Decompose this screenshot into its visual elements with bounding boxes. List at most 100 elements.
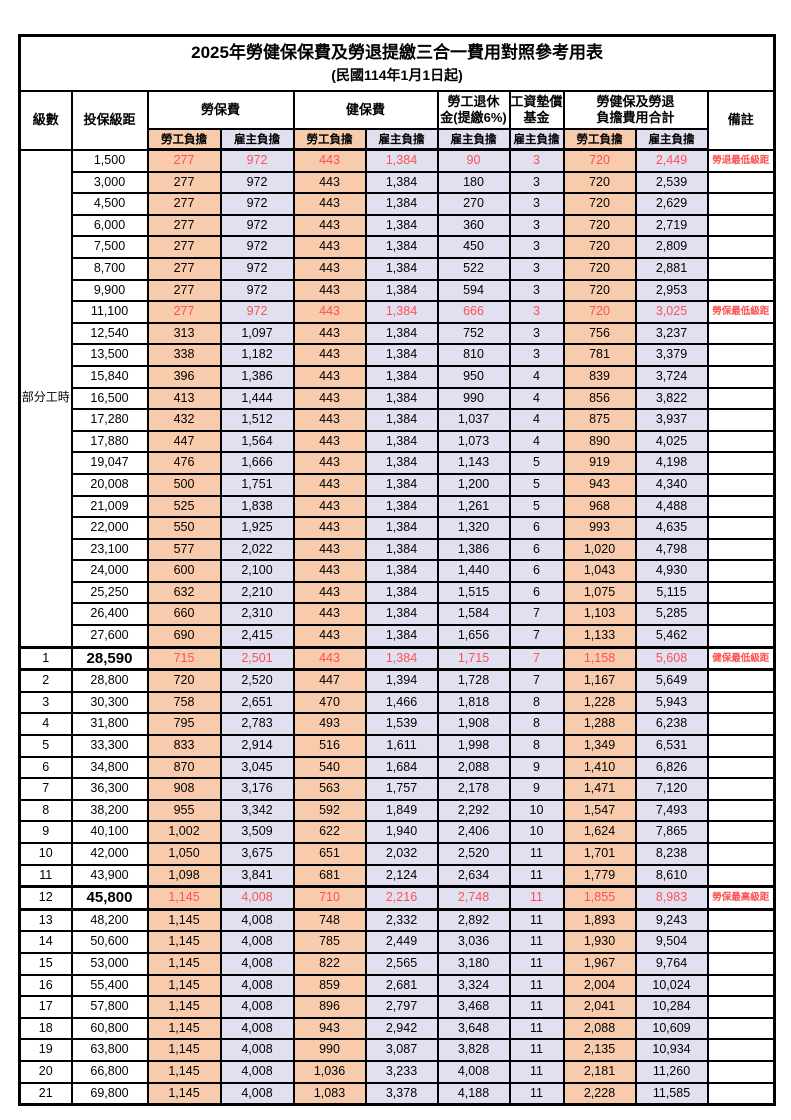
cell-labor-employer: 1,386 bbox=[219, 364, 295, 389]
cell-level: 18 bbox=[18, 1016, 73, 1041]
cell-labor-employee: 1,145 bbox=[146, 908, 222, 933]
cell-level: 7 bbox=[18, 777, 73, 801]
cell-labor-employee: 577 bbox=[146, 537, 222, 562]
cell-health-employer: 1,394 bbox=[364, 668, 439, 693]
cell-bracket: 9,900 bbox=[70, 278, 149, 303]
cell-remark bbox=[706, 516, 776, 540]
cell-labor-employer: 2,210 bbox=[219, 580, 295, 605]
subheader-health-employee: 勞工負擔 bbox=[292, 128, 367, 151]
cell-bracket: 21,009 bbox=[70, 494, 149, 519]
table-row: 15,840 396 1,386 443 1,384 950 4 839 3,7… bbox=[20, 364, 776, 389]
cell-total-employer: 10,284 bbox=[634, 995, 709, 1019]
cell-total-employer: 10,024 bbox=[634, 973, 709, 998]
cell-health-employer: 1,611 bbox=[364, 734, 439, 758]
cell-labor-employer: 4,008 bbox=[219, 1016, 295, 1041]
cell-total-employer: 2,953 bbox=[634, 278, 709, 303]
cell-labor-employer: 2,651 bbox=[219, 690, 295, 715]
cell-total-employee: 1,043 bbox=[562, 559, 637, 583]
cell-labor-employer: 1,666 bbox=[219, 451, 295, 475]
subheader-fund-employer: 雇主負擔 bbox=[508, 128, 565, 151]
table-row: 6 34,800 870 3,045 540 1,684 2,088 9 1,4… bbox=[18, 755, 776, 780]
cell-pension-employer: 2,178 bbox=[436, 777, 511, 801]
cell-labor-employee: 277 bbox=[146, 192, 222, 216]
cell-total-employer: 8,238 bbox=[634, 842, 709, 866]
cell-labor-employer: 972 bbox=[219, 170, 295, 195]
table-row: 19,047 476 1,666 443 1,384 1,143 5 919 4… bbox=[20, 451, 776, 475]
cell-labor-employer: 1,512 bbox=[219, 408, 295, 432]
cell-remark bbox=[706, 973, 776, 998]
cell-labor-employee: 500 bbox=[146, 472, 222, 497]
cell-labor-employer: 2,501 bbox=[219, 645, 295, 672]
cell-pension-employer: 990 bbox=[436, 386, 511, 411]
cell-total-employer: 4,798 bbox=[634, 537, 709, 562]
cell-health-employee: 443 bbox=[292, 235, 367, 259]
cell-total-employer: 9,243 bbox=[634, 908, 709, 933]
col-header-pension-line2: 金(提繳6%) bbox=[440, 110, 507, 125]
cell-labor-employee: 795 bbox=[146, 712, 222, 737]
cell-fund-employer: 9 bbox=[508, 755, 565, 780]
cell-total-employer: 9,504 bbox=[634, 930, 709, 954]
table-row: 21,009 525 1,838 443 1,384 1,261 5 968 4… bbox=[20, 494, 776, 519]
cell-pension-employer: 3,324 bbox=[436, 973, 511, 998]
cell-pension-employer: 3,468 bbox=[436, 995, 511, 1019]
cell-bracket: 4,500 bbox=[70, 192, 149, 216]
cell-health-employee: 859 bbox=[292, 973, 367, 998]
cell-bracket: 15,840 bbox=[70, 364, 149, 389]
cell-total-employer: 4,340 bbox=[634, 472, 709, 497]
cell-health-employer: 1,384 bbox=[364, 300, 439, 324]
cell-pension-employer: 270 bbox=[436, 192, 511, 216]
cell-health-employer: 2,797 bbox=[364, 995, 439, 1019]
cell-bracket: 25,250 bbox=[70, 580, 149, 605]
table-row: 3,000 277 972 443 1,384 180 3 720 2,539 bbox=[20, 170, 776, 195]
cell-health-employee: 443 bbox=[292, 192, 367, 216]
col-header-total: 勞健保及勞退 負擔費用合計 bbox=[562, 90, 709, 130]
cell-remark bbox=[706, 451, 776, 475]
cell-total-employee: 943 bbox=[562, 472, 637, 497]
cell-remark bbox=[706, 951, 776, 976]
cell-labor-employer: 972 bbox=[219, 235, 295, 259]
cell-health-employer: 1,384 bbox=[364, 256, 439, 281]
cell-fund-employer: 4 bbox=[508, 386, 565, 411]
cell-labor-employer: 1,097 bbox=[219, 321, 295, 346]
table-row: 20 66,800 1,145 4,008 1,036 3,233 4,008 … bbox=[18, 1059, 776, 1084]
cell-labor-employee: 1,145 bbox=[146, 973, 222, 998]
cell-bracket: 55,400 bbox=[70, 973, 149, 998]
cell-fund-employer: 3 bbox=[508, 213, 565, 238]
cell-health-employee: 651 bbox=[292, 842, 367, 866]
cell-labor-employee: 758 bbox=[146, 690, 222, 715]
cell-fund-employer: 6 bbox=[508, 537, 565, 562]
cell-health-employee: 592 bbox=[292, 798, 367, 823]
premium-table: 2025年勞健保保費及勞退提繳三合一費用對照參考用表 (民國114年1月1日起)… bbox=[18, 34, 777, 1107]
cell-total-employee: 993 bbox=[562, 516, 637, 540]
cell-pension-employer: 4,008 bbox=[436, 1059, 511, 1084]
cell-health-employee: 443 bbox=[292, 148, 367, 173]
cell-labor-employer: 4,008 bbox=[219, 1038, 295, 1062]
cell-health-employee: 443 bbox=[292, 559, 367, 583]
cell-total-employee: 856 bbox=[562, 386, 637, 411]
cell-fund-employer: 7 bbox=[508, 624, 565, 649]
page-subtitle: (民國114年1月1日起) bbox=[331, 67, 463, 83]
cell-fund-employer: 3 bbox=[508, 235, 565, 259]
cell-health-employer: 1,384 bbox=[364, 516, 439, 540]
cell-health-employer: 2,032 bbox=[364, 842, 439, 866]
cell-health-employee: 748 bbox=[292, 908, 367, 933]
table-row: 24,000 600 2,100 443 1,384 1,440 6 1,043… bbox=[20, 559, 776, 583]
cell-labor-employee: 632 bbox=[146, 580, 222, 605]
cell-labor-employee: 1,050 bbox=[146, 842, 222, 866]
cell-pension-employer: 1,320 bbox=[436, 516, 511, 540]
cell-total-employee: 720 bbox=[562, 256, 637, 281]
cell-labor-employer: 2,914 bbox=[219, 734, 295, 758]
table-row: 8,700 277 972 443 1,384 522 3 720 2,881 bbox=[20, 256, 776, 281]
cell-remark bbox=[706, 863, 776, 888]
cell-remark bbox=[706, 602, 776, 627]
cell-health-employee: 990 bbox=[292, 1038, 367, 1062]
cell-health-employer: 1,384 bbox=[364, 451, 439, 475]
cell-remark bbox=[706, 1016, 776, 1041]
cell-level: 4 bbox=[18, 712, 73, 737]
cell-health-employer: 2,681 bbox=[364, 973, 439, 998]
cell-level: 3 bbox=[18, 690, 73, 715]
cell-total-employee: 720 bbox=[562, 170, 637, 195]
cell-labor-employee: 660 bbox=[146, 602, 222, 627]
cell-labor-employer: 2,783 bbox=[219, 712, 295, 737]
cell-fund-employer: 3 bbox=[508, 343, 565, 367]
